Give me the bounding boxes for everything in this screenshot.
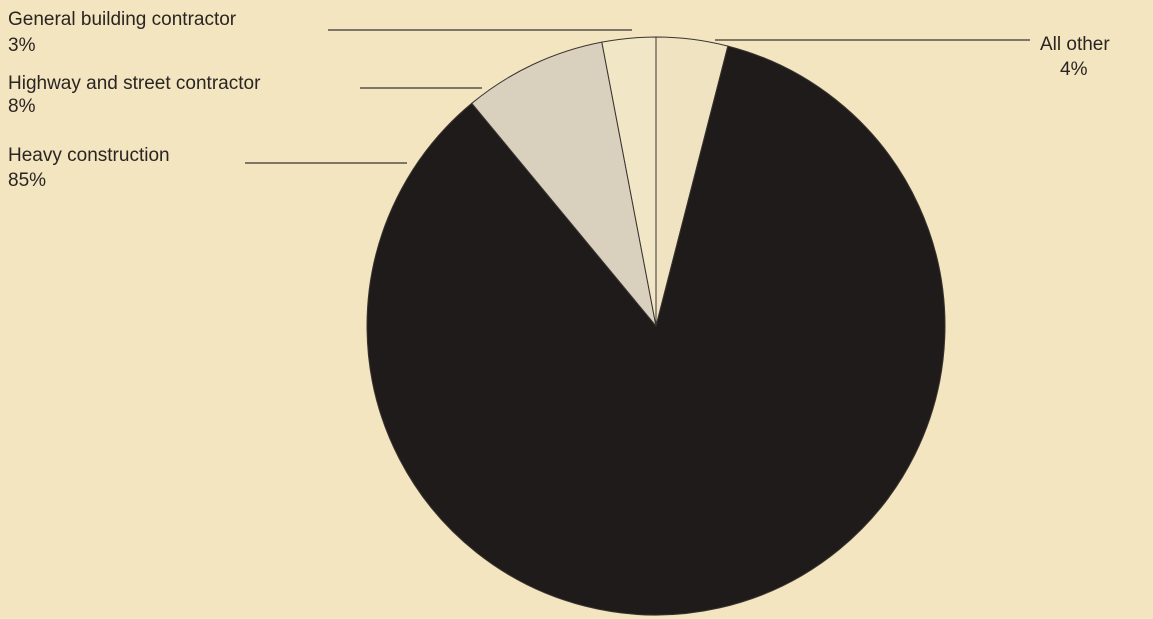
pie-slice <box>601 36 657 327</box>
slice-label: Highway and street contractor <box>8 73 261 94</box>
slice-label: General building contractor <box>8 9 237 30</box>
slice-value-label: 4% <box>1060 59 1088 80</box>
slice-label: Heavy construction <box>8 145 170 166</box>
slice-value-label: 8% <box>8 96 36 117</box>
slice-label: All other <box>1040 34 1110 55</box>
slice-value-label: 85% <box>8 170 46 191</box>
pie-slice <box>366 45 946 616</box>
slice-value-label: 3% <box>8 35 36 56</box>
labels: All other 4% Heavy construction 85% Highway … <box>8 9 1110 191</box>
pie <box>366 36 946 616</box>
pie-slice <box>471 41 657 327</box>
